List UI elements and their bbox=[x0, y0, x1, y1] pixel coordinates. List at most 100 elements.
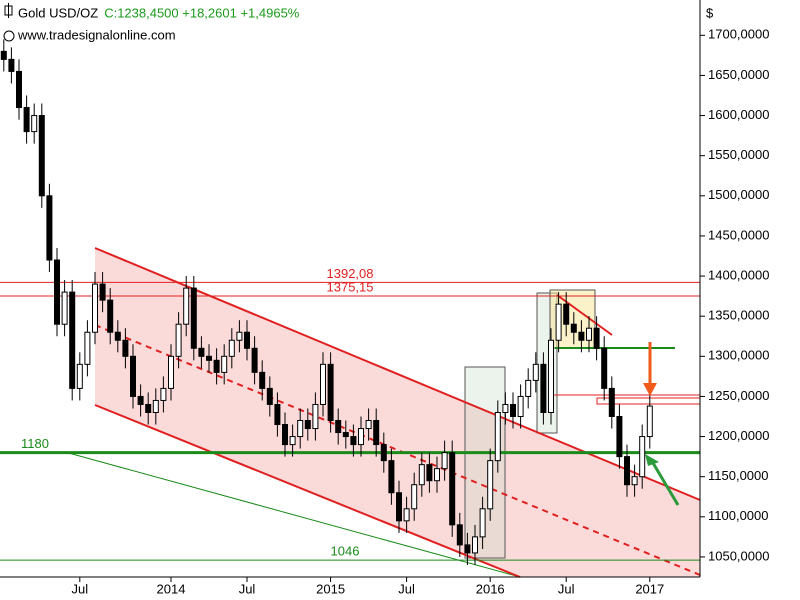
candle-body bbox=[646, 405, 653, 438]
y-tick-label: 1250,0000 bbox=[708, 388, 769, 403]
candle-body bbox=[517, 395, 524, 417]
candle-body bbox=[411, 484, 418, 510]
candle-body bbox=[570, 323, 577, 333]
candle-body bbox=[327, 363, 334, 422]
candle-body bbox=[373, 420, 380, 446]
candle-body bbox=[183, 287, 190, 325]
candle-body bbox=[548, 339, 554, 413]
arrow-head bbox=[645, 454, 659, 466]
candle-body bbox=[0, 50, 7, 60]
y-tick-label: 1050,0000 bbox=[708, 548, 769, 563]
candle-body bbox=[206, 355, 212, 361]
arrow-head bbox=[643, 383, 657, 396]
candle-body bbox=[282, 424, 288, 446]
candle-body bbox=[152, 399, 159, 413]
candle-body bbox=[213, 359, 220, 373]
y-tick-label: 1200,0000 bbox=[708, 428, 769, 443]
candle-body bbox=[244, 331, 250, 349]
candle-body bbox=[31, 115, 38, 133]
y-tick-label: 1450,0000 bbox=[708, 227, 769, 242]
candle-body bbox=[494, 411, 501, 462]
candle-body bbox=[289, 436, 296, 446]
candles bbox=[0, 39, 653, 565]
x-tick-label: Jul bbox=[239, 581, 256, 596]
candle-body bbox=[441, 452, 448, 470]
candle-body bbox=[160, 387, 167, 401]
axes: 1050,0000 1100,0000 1150,0000 1200,0000 1250… bbox=[71, 27, 769, 597]
candle-body bbox=[342, 432, 349, 438]
candle-body bbox=[335, 420, 342, 434]
header: Gold USD/OZ C:1238,4500 +18,2601 +1,4965… bbox=[3, 3, 714, 42]
x-tick-label: 2017 bbox=[635, 581, 664, 596]
candle-body bbox=[380, 444, 387, 462]
candle-body bbox=[92, 283, 98, 333]
candle-body bbox=[259, 371, 266, 389]
candle-body bbox=[479, 508, 486, 538]
candle-body bbox=[23, 107, 30, 133]
x-tick-label: Jul bbox=[558, 581, 575, 596]
y-tick-label: 1700,0000 bbox=[708, 27, 769, 42]
candle-body bbox=[107, 299, 114, 333]
level-label: 1180 bbox=[21, 436, 49, 451]
candle-body bbox=[175, 323, 182, 357]
y-tick-label: 1500,0000 bbox=[708, 187, 769, 202]
candle-body bbox=[190, 287, 197, 349]
arrows bbox=[643, 342, 680, 506]
candle-body bbox=[320, 363, 326, 405]
candle-body bbox=[198, 347, 205, 357]
candle-body bbox=[145, 403, 152, 413]
x-tick-label: 2015 bbox=[316, 581, 345, 596]
candle-body bbox=[221, 355, 228, 373]
support-line bbox=[64, 451, 521, 578]
level-label: 1375,15 bbox=[327, 279, 374, 294]
candle-body bbox=[388, 460, 395, 494]
y-tick-label: 1150,0000 bbox=[708, 468, 769, 483]
candle-body bbox=[236, 331, 243, 341]
y-tick-label: 1600,0000 bbox=[708, 107, 769, 122]
y-tick-label: 1100,0000 bbox=[708, 508, 769, 523]
candle-body bbox=[563, 303, 570, 325]
channel-fill bbox=[95, 248, 700, 577]
candle-body bbox=[586, 327, 592, 341]
level-label: 1046 bbox=[331, 544, 360, 559]
candle-body bbox=[487, 460, 494, 510]
candle-body bbox=[403, 508, 410, 522]
channel-lower bbox=[94, 404, 521, 578]
y-tick-label: 1350,0000 bbox=[708, 308, 769, 323]
candle-body bbox=[418, 464, 425, 486]
x-tick-label: Jul bbox=[398, 581, 415, 596]
candle-body bbox=[84, 331, 91, 365]
candle-body bbox=[555, 303, 562, 341]
candle-body bbox=[502, 403, 509, 413]
y-tick-label: 1650,0000 bbox=[708, 67, 769, 82]
candle-body bbox=[365, 420, 372, 430]
candle-body bbox=[137, 395, 144, 405]
candle-body bbox=[624, 456, 630, 486]
candle-body bbox=[54, 259, 60, 325]
x-tick-label: Jul bbox=[71, 581, 88, 596]
candle-body bbox=[616, 415, 623, 458]
candle-body bbox=[312, 403, 319, 430]
candle-body bbox=[639, 436, 646, 478]
candle-body bbox=[434, 468, 440, 482]
candle-body bbox=[525, 379, 532, 397]
candle-body bbox=[464, 544, 471, 554]
y-tick-label: 1400,0000 bbox=[708, 267, 769, 282]
x-tick-label: 2016 bbox=[476, 581, 505, 596]
icon bbox=[3, 30, 15, 42]
candle-body bbox=[472, 536, 478, 554]
candle-body bbox=[99, 283, 106, 301]
x-tick-label: 2014 bbox=[157, 581, 186, 596]
candle-body bbox=[593, 327, 600, 349]
chart-title: Gold USD/OZ bbox=[18, 5, 98, 20]
candle-body bbox=[532, 363, 539, 381]
candle-body bbox=[426, 464, 433, 482]
candle-body bbox=[61, 291, 68, 325]
candle-body bbox=[297, 420, 304, 438]
candle-body bbox=[631, 476, 638, 486]
candle-body bbox=[396, 492, 402, 522]
candle-body bbox=[510, 403, 516, 417]
y-unit: $ bbox=[706, 5, 714, 20]
